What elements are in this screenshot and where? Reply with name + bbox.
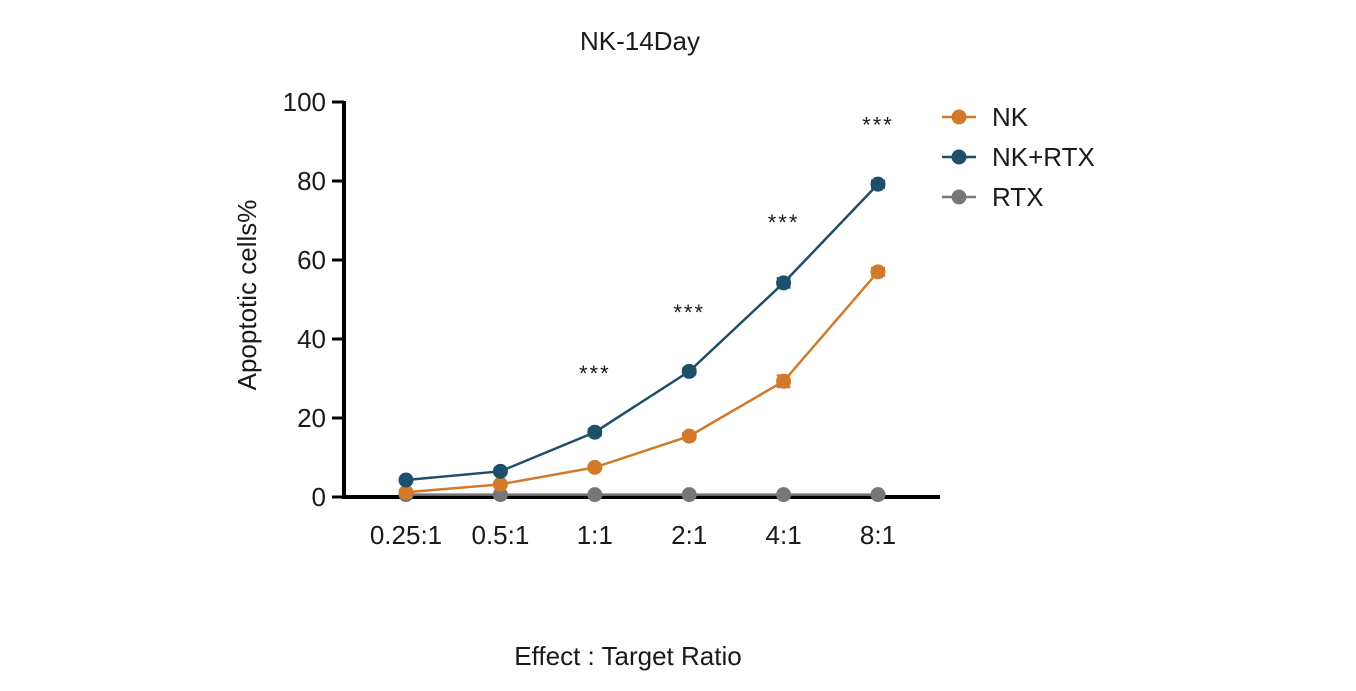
data-point (587, 459, 603, 475)
legend-label: NK (992, 102, 1029, 132)
data-point (398, 472, 414, 488)
series-line (405, 271, 879, 494)
data-point (587, 424, 603, 440)
legend: NK NK+RTX RTX (942, 102, 1095, 212)
series-nk-rtx (398, 176, 886, 488)
data-point (870, 487, 886, 503)
data-point (492, 476, 508, 492)
significance-label: *** (579, 361, 611, 386)
data-point (492, 463, 508, 479)
legend-marker (951, 189, 967, 205)
significance-label: *** (862, 113, 894, 138)
chart-title: NK-14Day (580, 26, 700, 56)
data-point (587, 487, 603, 503)
series-rtx (398, 487, 886, 503)
y-axis: 0 20 40 60 80 100 (283, 87, 346, 512)
x-tick-label: 0.5:1 (471, 520, 529, 550)
x-tick-label: 4:1 (766, 520, 802, 550)
data-point (870, 176, 886, 192)
y-tick-label: 60 (297, 245, 326, 275)
data-point (681, 428, 697, 444)
y-tick-label: 80 (297, 166, 326, 196)
series-nk (398, 264, 886, 500)
y-tick-label: 100 (283, 87, 326, 117)
significance-annotations: *** *** *** *** (579, 113, 894, 386)
series-layer (398, 176, 886, 503)
data-point (398, 484, 414, 500)
y-axis-title: Apoptotic cells% (232, 200, 262, 391)
data-point (776, 275, 792, 291)
data-point (681, 363, 697, 379)
significance-label: *** (768, 210, 800, 235)
legend-label: RTX (992, 182, 1044, 212)
legend-marker (951, 109, 967, 125)
legend-marker (951, 149, 967, 165)
x-tick-label: 2:1 (671, 520, 707, 550)
series-line (405, 183, 879, 482)
data-point (870, 264, 886, 280)
x-axis-title: Effect : Target Ratio (514, 641, 741, 671)
data-point (492, 487, 508, 503)
data-point (776, 487, 792, 503)
legend-item: NK+RTX (942, 142, 1095, 172)
x-axis: 0.25:1 0.5:1 1:1 2:1 4:1 8:1 (342, 495, 940, 550)
data-point (681, 487, 697, 503)
x-tick-label: 0.25:1 (370, 520, 442, 550)
legend-item: NK (942, 102, 1029, 132)
data-point (776, 373, 792, 389)
y-tick-label: 20 (297, 403, 326, 433)
x-tick-label: 8:1 (860, 520, 896, 550)
legend-label: NK+RTX (992, 142, 1095, 172)
y-tick-label: 0 (312, 482, 326, 512)
y-tick-label: 40 (297, 324, 326, 354)
legend-item: RTX (942, 182, 1044, 212)
x-tick-label: 1:1 (577, 520, 613, 550)
significance-label: *** (673, 300, 705, 325)
